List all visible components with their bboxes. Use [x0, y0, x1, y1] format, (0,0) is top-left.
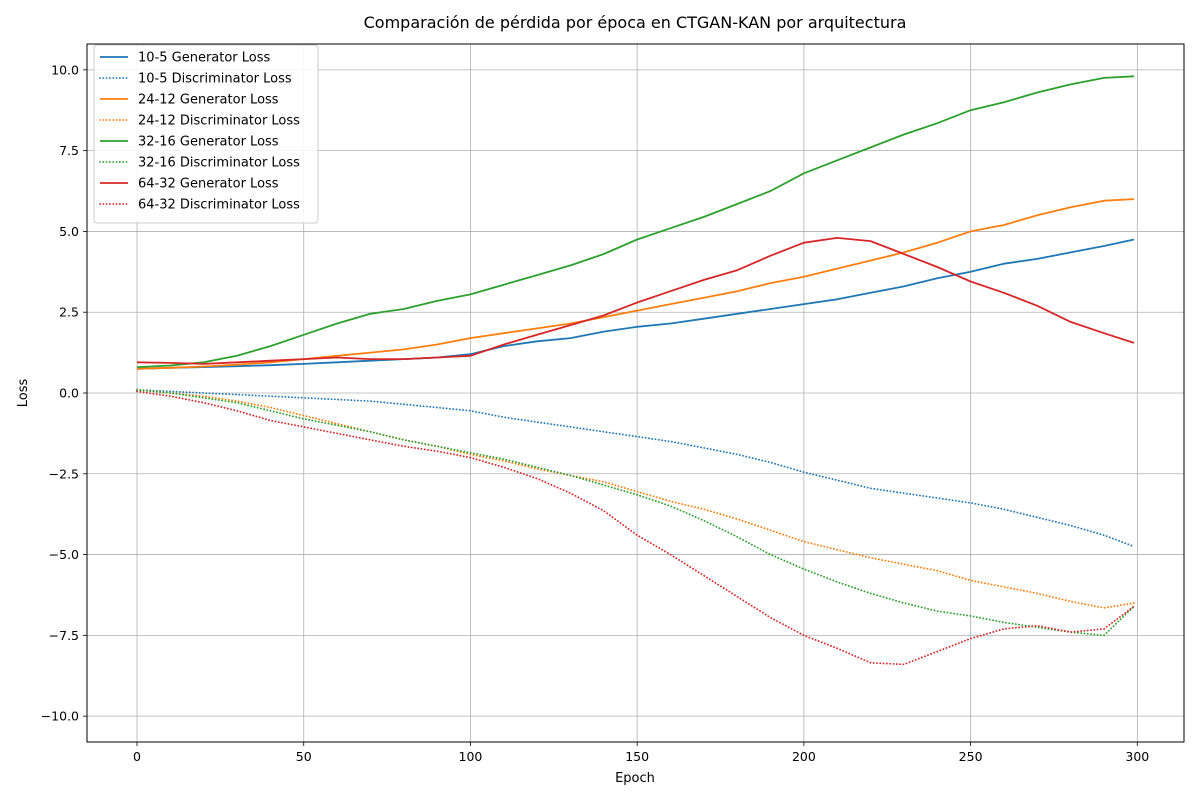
y-axis: −10.0 −7.5 −5.0 −2.5 0.0 2.5 5.0 7.5 10.0	[41, 62, 87, 724]
series-line-8	[136, 390, 1135, 666]
legend-box	[93, 44, 319, 224]
series-line-3	[136, 198, 1135, 370]
x-tick-label: 250	[959, 749, 983, 764]
series-line-4	[136, 388, 1135, 609]
x-tick-label: 150	[625, 749, 649, 764]
x-axis-label: Epoch	[615, 771, 655, 786]
y-tick-label: −7.5	[49, 628, 79, 643]
legend-label: 32-16 Discriminator Loss	[138, 156, 300, 171]
legend-label: 64-32 Generator Loss	[138, 177, 279, 192]
series-layer	[136, 75, 1135, 666]
legend-label: 24-12 Generator Loss	[138, 93, 279, 108]
series-line-6	[136, 388, 1135, 637]
x-tick-label: 200	[792, 749, 816, 764]
series-line-5	[136, 75, 1135, 368]
y-tick-label: −5.0	[49, 547, 79, 562]
series-line-2	[136, 388, 1135, 548]
series-line-1	[136, 238, 1135, 370]
y-tick-label: −10.0	[41, 709, 79, 724]
legend-label: 10-5 Discriminator Loss	[138, 72, 292, 87]
legend-label: 64-32 Discriminator Loss	[138, 198, 300, 213]
x-tick-label: 100	[459, 749, 483, 764]
y-tick-label: 5.0	[59, 224, 79, 239]
legend-label: 10-5 Generator Loss	[138, 51, 271, 66]
legend: 10-5 Generator Loss 10-5 Discriminator Lo…	[93, 44, 319, 224]
x-tick-label: 300	[1125, 749, 1149, 764]
y-tick-label: −2.5	[49, 466, 79, 481]
legend-label: 32-16 Generator Loss	[138, 135, 279, 150]
x-axis: 0 50 100 150 200 250 300	[133, 742, 1149, 764]
y-tick-label: 10.0	[51, 62, 79, 77]
y-tick-label: 0.0	[59, 386, 79, 401]
y-tick-label: 7.5	[59, 143, 79, 158]
x-tick-label: 0	[133, 749, 141, 764]
series-line-7	[136, 236, 1135, 365]
y-tick-label: 2.5	[59, 305, 79, 320]
legend-label: 24-12 Discriminator Loss	[138, 114, 300, 129]
grid-lines	[87, 44, 1184, 742]
y-axis-label: Loss	[16, 379, 31, 408]
chart-title: Comparación de pérdida por época en CTGA…	[364, 13, 907, 32]
x-tick-label: 50	[296, 749, 312, 764]
